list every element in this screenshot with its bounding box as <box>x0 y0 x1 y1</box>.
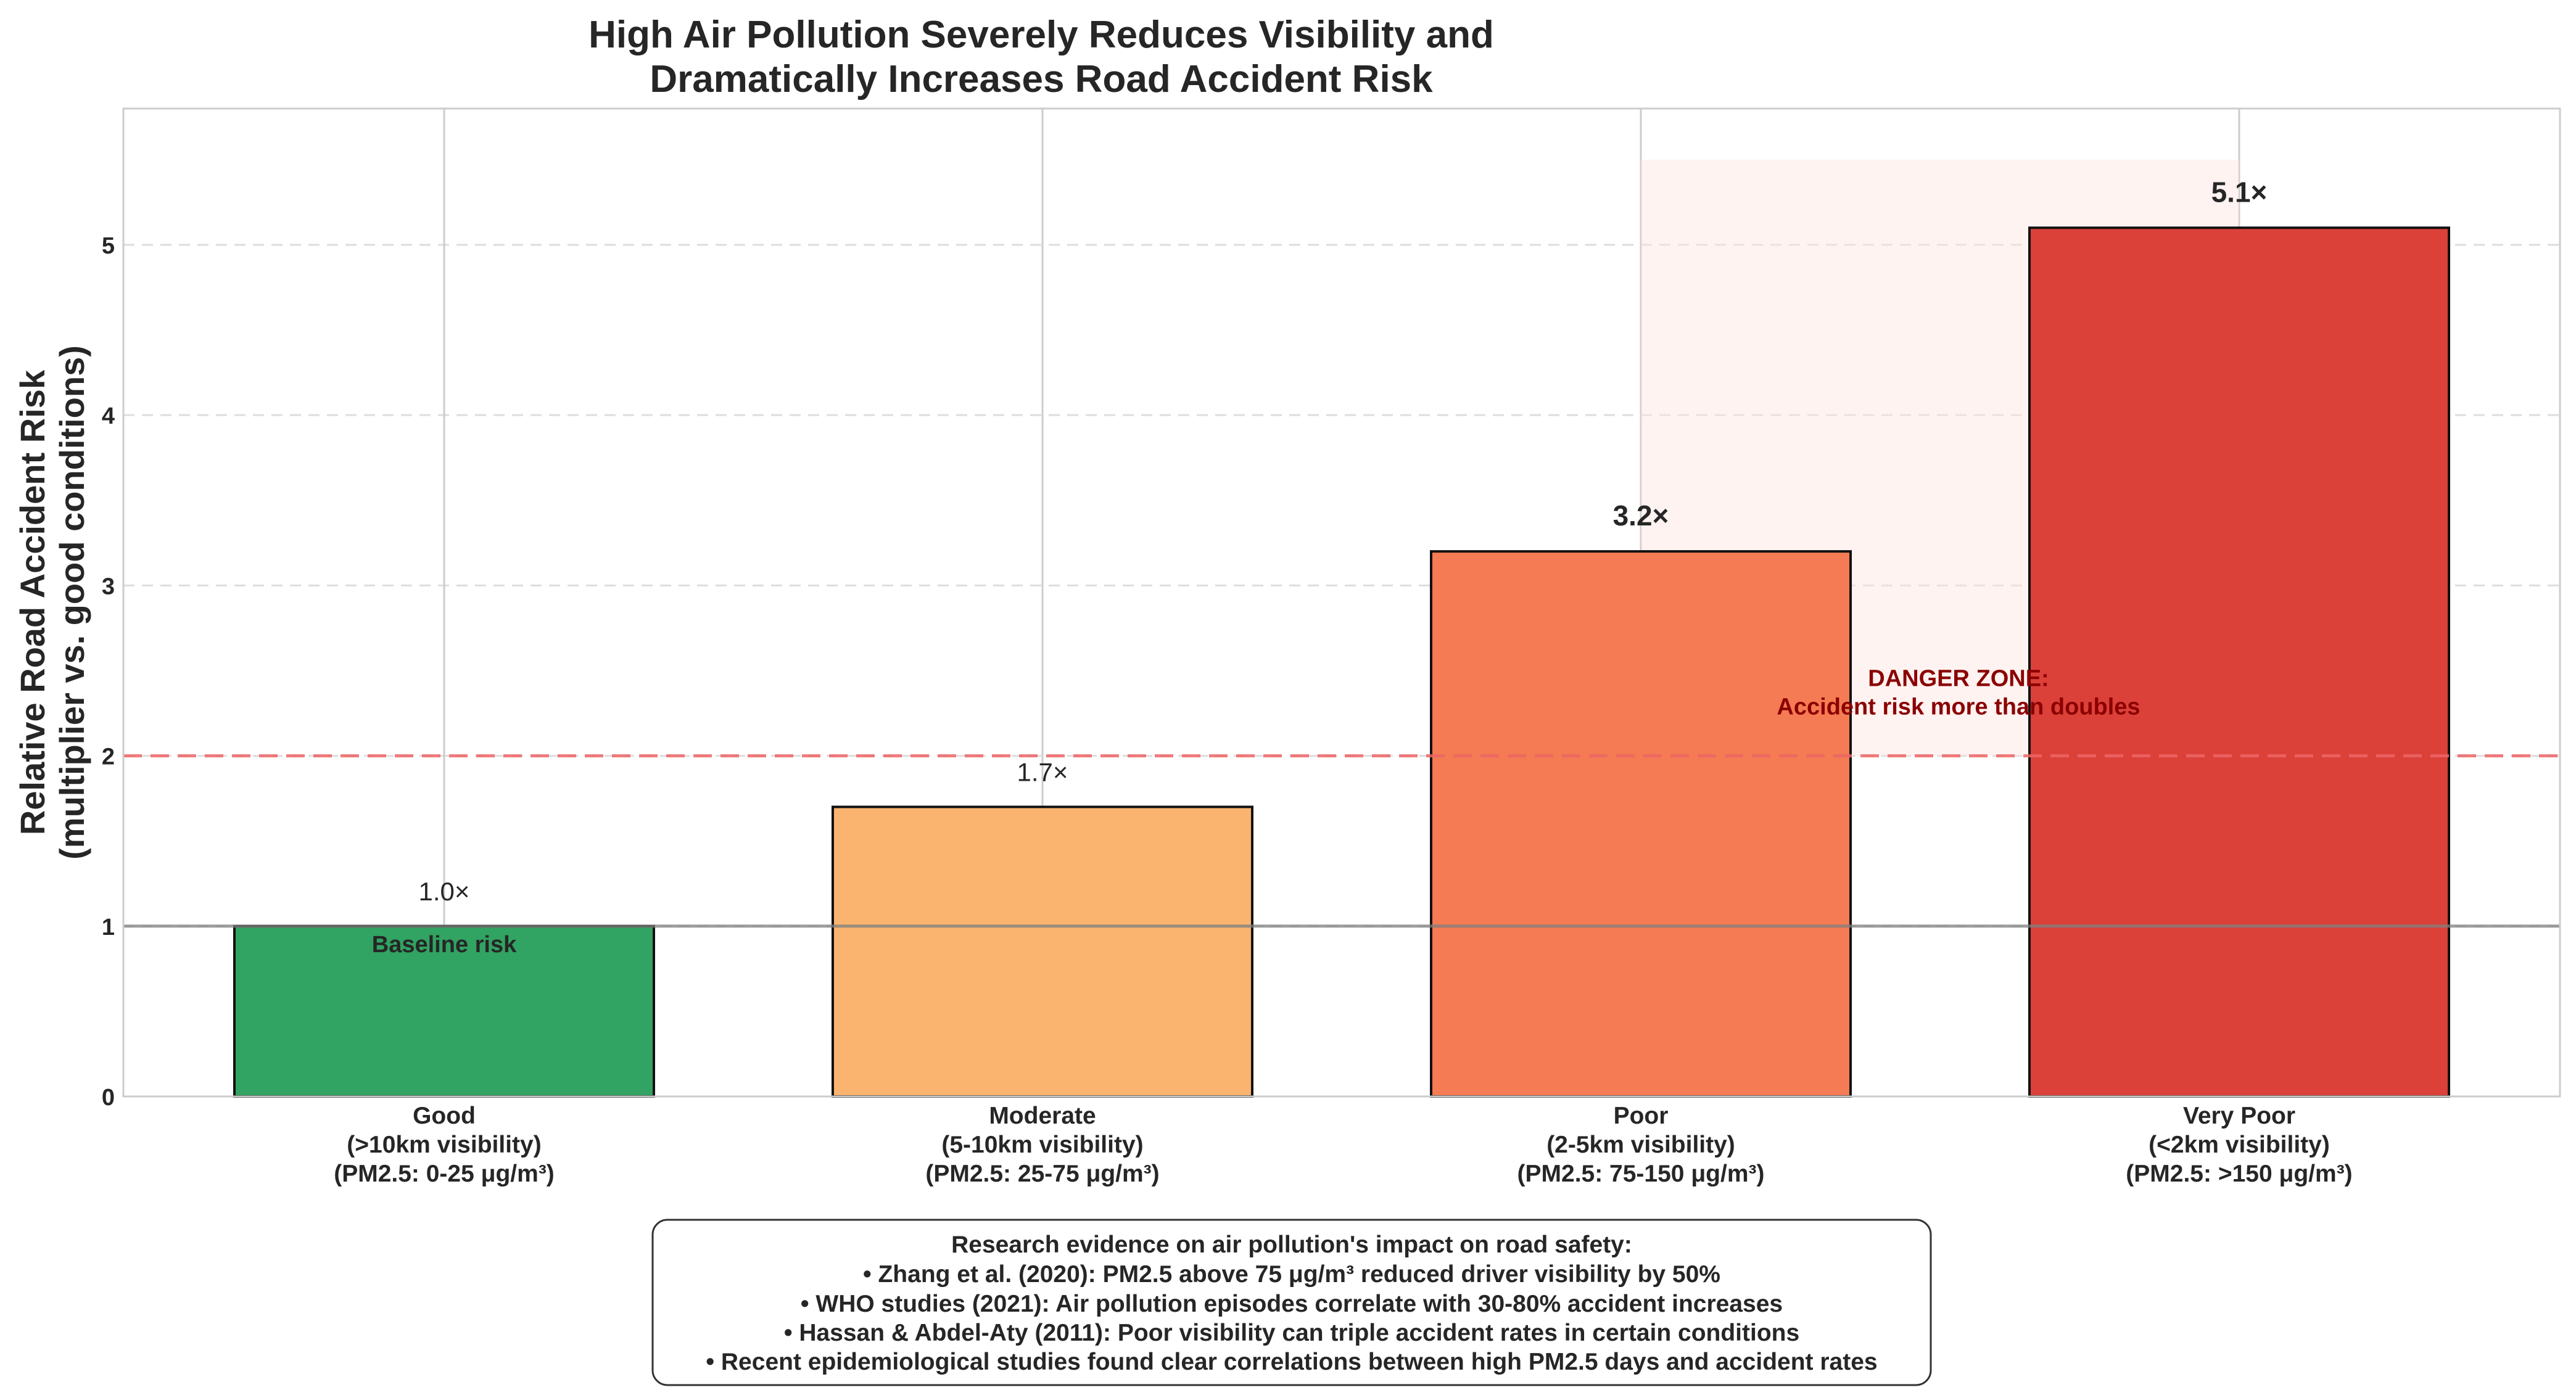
x-tick-label: Poor <box>1614 1103 1669 1129</box>
bar <box>233 924 655 1098</box>
y-tick-label: 1 <box>102 915 115 940</box>
x-tick-label: Very Poor <box>2183 1103 2295 1129</box>
value-label: 3.2× <box>1613 500 1669 532</box>
x-tick-label: (PM2.5: 25-75 μg/m³) <box>925 1161 1159 1187</box>
baseline-label: Baseline risk <box>372 932 517 958</box>
value-label: 1.0× <box>419 877 470 906</box>
chart-title-line-1: High Air Pollution Severely Reduces Visi… <box>588 14 1494 56</box>
x-tick-label: (PM2.5: 75-150 μg/m³) <box>1517 1161 1765 1187</box>
plot-area: 1.0× 1.7× 3.2× 5.1× Baseline risk DANGER ZO… <box>122 107 2561 1098</box>
bars <box>233 226 2450 1098</box>
y-tick-label: 2 <box>102 744 115 770</box>
annotation-line-4: • Hassan & Abdel-Aty (2011): Poor visibi… <box>784 1320 1799 1346</box>
value-label: 5.1× <box>2211 176 2268 208</box>
x-tick-label: (>10km visibility) <box>347 1132 541 1158</box>
x-axis: Good (>10km visibility) (PM2.5: 0-25 μg/m³… <box>334 1103 2352 1187</box>
danger-zone-label-line-2: Accident risk more than doubles <box>1777 694 2140 720</box>
y-tick-label: 5 <box>102 233 115 259</box>
y-axis: 0 1 2 3 4 5 <box>102 233 115 1111</box>
y-tick-label: 4 <box>102 403 115 429</box>
x-tick-label: (2-5km visibility) <box>1546 1132 1735 1158</box>
x-tick-label: Moderate <box>989 1103 1096 1129</box>
annotation-line-3: • WHO studies (2021): Air pollution epis… <box>801 1291 1783 1317</box>
value-labels: 1.0× 1.7× 3.2× 5.1× <box>419 176 2268 905</box>
research-annotation-box: Research evidence on air pollution's imp… <box>651 1219 1932 1386</box>
plot-frame <box>122 107 2561 1098</box>
x-tick-label: (PM2.5: >150 μg/m³) <box>2126 1161 2352 1187</box>
bar <box>2028 226 2450 1098</box>
x-tick-label: Good <box>413 1103 476 1129</box>
bar <box>1430 550 1852 1098</box>
y-axis-label-line-2: (multiplier vs. good conditions) <box>52 345 91 860</box>
y-tick-label: 3 <box>102 574 115 599</box>
y-tick-label: 0 <box>102 1085 115 1111</box>
annotation-box-frame <box>651 1219 1932 1386</box>
x-tick-label: (PM2.5: 0-25 μg/m³) <box>334 1161 555 1187</box>
x-tick-label: (<2km visibility) <box>2149 1132 2330 1158</box>
x-tick-label: (5-10km visibility) <box>941 1132 1143 1158</box>
annotation-line-5: • Recent epidemiological studies found c… <box>706 1349 1877 1375</box>
annotation-line-2: • Zhang et al. (2020): PM2.5 above 75 μg… <box>863 1261 1720 1288</box>
bar <box>832 805 1253 1098</box>
chart-title-line-2: Dramatically Increases Road Accident Ris… <box>650 58 1433 101</box>
y-axis-label-line-1: Relative Road Accident Risk <box>13 369 52 835</box>
value-label: 1.7× <box>1017 757 1068 786</box>
danger-zone-label-line-1: DANGER ZONE: <box>1868 666 2049 692</box>
annotation-line-1: Research evidence on air pollution's imp… <box>951 1232 1632 1258</box>
